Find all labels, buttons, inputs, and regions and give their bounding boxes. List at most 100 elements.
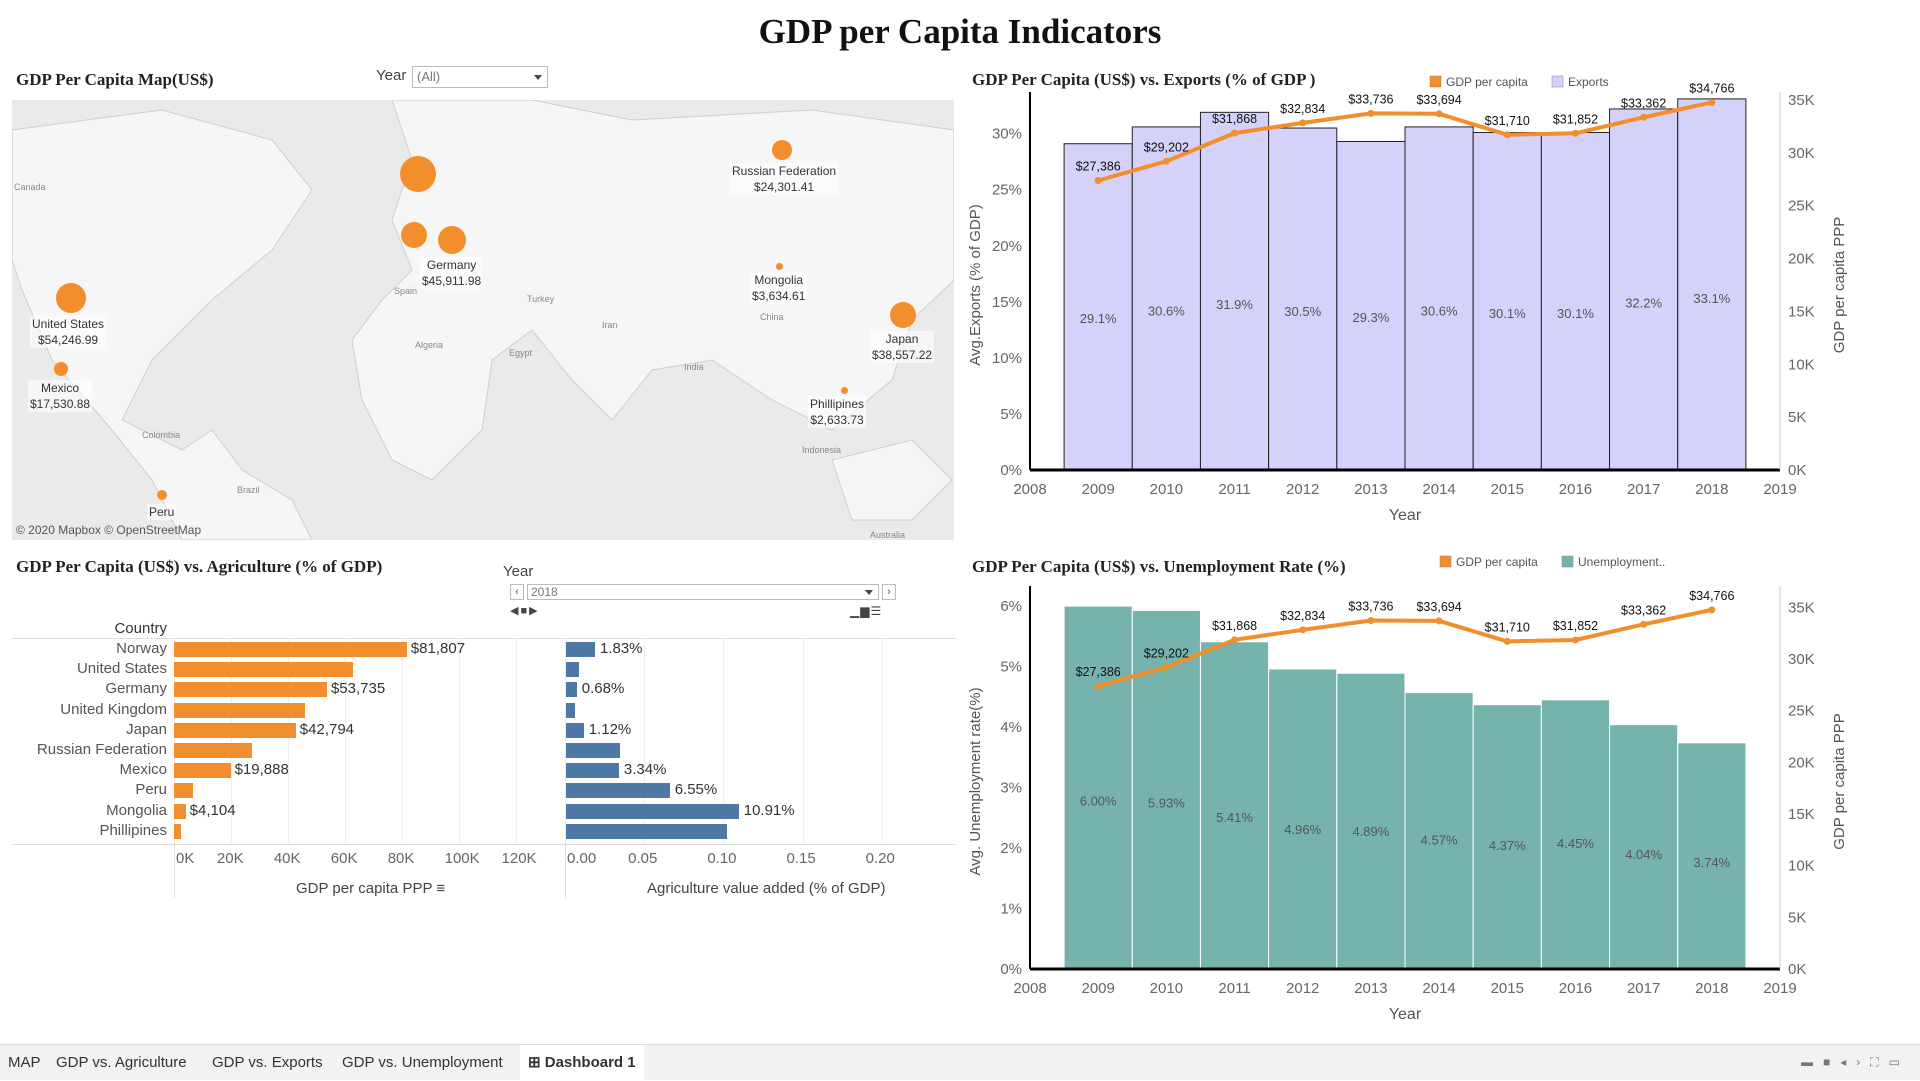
- agri-year-select[interactable]: 2018: [527, 584, 879, 600]
- gdp-bar[interactable]: [174, 743, 253, 758]
- bar-label-2016: 30.1%: [1557, 306, 1594, 321]
- gdp-bar[interactable]: [174, 682, 327, 698]
- map-dot-phillipines[interactable]: [841, 387, 848, 394]
- x-tick-label: 2016: [1559, 481, 1592, 498]
- gdp-point-2014: [1435, 617, 1443, 625]
- map-dot-peru[interactable]: [157, 490, 167, 500]
- gdp-point-label-2011: $31,868: [1212, 112, 1257, 126]
- gdp-point-label-2018: $34,766: [1689, 589, 1734, 603]
- exports-chart-title: GDP Per Capita (US$) vs. Exports (% of G…: [972, 70, 1316, 89]
- map-dot-germany[interactable]: [438, 226, 466, 254]
- tab-gdp-agriculture[interactable]: GDP vs. Agriculture: [56, 1054, 187, 1071]
- region-label-turkey: Turkey: [527, 294, 555, 304]
- y2-axis-title: GDP per capita PPP: [1831, 713, 1848, 849]
- bar-label-2012: 4.96%: [1284, 822, 1321, 837]
- gdp-bar[interactable]: [174, 823, 182, 839]
- chevron-left-icon[interactable]: ‹: [510, 584, 524, 600]
- map-dot-mexico[interactable]: [54, 362, 68, 376]
- agri-bar[interactable]: [566, 783, 670, 799]
- x-tick-label: 2019: [1763, 481, 1796, 498]
- x-tick-label: 2016: [1559, 980, 1592, 997]
- agri-bar[interactable]: [566, 803, 739, 819]
- agri-bar[interactable]: [566, 702, 575, 718]
- legend-label-bar: Exports: [1568, 75, 1609, 89]
- speed-icon[interactable]: ▁▆☰: [850, 604, 883, 618]
- bar-2018: [1677, 98, 1747, 471]
- gdp-point-label-2014: $33,694: [1416, 93, 1461, 107]
- gdp-gridline: [458, 638, 460, 843]
- gdp-point-2012: [1299, 119, 1307, 127]
- y-tick-label: 3%: [1000, 780, 1022, 797]
- y-tick-label: 4%: [1000, 719, 1022, 736]
- agri-bar[interactable]: [566, 642, 595, 657]
- agri-year-slider[interactable]: ‹ 2018 › ◀■▶ ▁▆☰: [510, 582, 900, 622]
- gdp-bar[interactable]: [174, 763, 231, 779]
- gdp-tick-label: 120K: [501, 850, 537, 867]
- map-dot-norway[interactable]: [400, 156, 436, 192]
- gdp-point-2009: [1094, 682, 1102, 690]
- country-label: United States: [76, 660, 167, 678]
- chevron-right-icon[interactable]: ›: [882, 584, 896, 600]
- chevron-down-icon: [534, 75, 542, 80]
- y-tick-label: 0%: [1000, 961, 1022, 978]
- tab-gdp-exports[interactable]: GDP vs. Exports: [212, 1054, 323, 1071]
- gdp-bar[interactable]: [174, 702, 305, 718]
- playback-controls[interactable]: ◀■▶: [510, 605, 540, 617]
- agri-bar[interactable]: [566, 763, 619, 779]
- y2-tick-label: 5K: [1788, 409, 1806, 426]
- bar-2011: [1199, 641, 1270, 970]
- gdp-bar[interactable]: [174, 783, 194, 799]
- gdp-bar[interactable]: [174, 722, 296, 738]
- bar-2014: [1404, 692, 1474, 970]
- map-dot-mongolia[interactable]: [776, 263, 783, 270]
- x-tick-label: 2014: [1422, 481, 1455, 498]
- gdp-line: [1097, 607, 1713, 689]
- x-tick-label: 2019: [1763, 980, 1796, 997]
- map-label-japan: Japan $38,557.22: [870, 331, 935, 363]
- gdp-point-label-2015: $31,710: [1485, 620, 1530, 634]
- agri-gridline: [723, 638, 725, 843]
- y2-tick-label: 25K: [1788, 198, 1815, 215]
- y2-tick-label: 35K: [1788, 599, 1815, 616]
- gdp-axis-title: GDP per capita PPP ≡: [296, 880, 446, 897]
- tab-map[interactable]: MAP: [8, 1054, 41, 1071]
- agri-bar[interactable]: [566, 722, 584, 738]
- map-dot-russia[interactable]: [772, 140, 792, 160]
- y-tick-label: 25%: [992, 182, 1022, 199]
- tab-dashboard-1[interactable]: ⊞ Dashboard 1: [520, 1045, 644, 1081]
- gdp-bar[interactable]: [174, 642, 407, 657]
- agri-gridline: [565, 638, 566, 843]
- legend-swatch-gdp: [1429, 75, 1442, 88]
- bar-2016: [1540, 699, 1611, 970]
- map-dot-japan[interactable]: [890, 302, 916, 328]
- map-dot-united-states[interactable]: [56, 283, 86, 313]
- gdp-gridline: [515, 638, 517, 843]
- bar-label-2009: 29.1%: [1080, 311, 1117, 326]
- bar-label-2012: 30.5%: [1284, 304, 1321, 319]
- map-year-filter-select[interactable]: (All): [412, 66, 548, 88]
- dashboard-icon: ⊞: [528, 1054, 545, 1071]
- bar-label-2013: 4.89%: [1352, 824, 1389, 839]
- y-tick-label: 15%: [992, 294, 1022, 311]
- bar-2013: [1336, 672, 1406, 970]
- world-map[interactable]: Canada Spain Turkey Iran Algeria Egypt I…: [12, 100, 954, 540]
- agri-bar[interactable]: [566, 682, 577, 698]
- gdp-gridline: [174, 638, 175, 843]
- gdp-point-2016: [1571, 129, 1579, 137]
- gdp-tick-label: 80K: [387, 850, 415, 867]
- agri-tick-label: 0.05: [628, 850, 658, 867]
- agri-gridline: [802, 638, 804, 843]
- gdp-bar[interactable]: [174, 662, 353, 678]
- map-dot-united-kingdom[interactable]: [401, 222, 427, 248]
- agri-bar[interactable]: [566, 823, 727, 839]
- view-controls[interactable]: ▬■◂›⛶▭: [1800, 1055, 1910, 1069]
- tab-gdp-unemployment[interactable]: GDP vs. Unemployment: [342, 1054, 503, 1071]
- gdp-point-2017: [1640, 113, 1648, 121]
- gdp-bar[interactable]: [174, 803, 186, 819]
- y2-tick-label: 10K: [1788, 356, 1815, 373]
- gdp-point-label-2014: $33,694: [1416, 600, 1461, 614]
- agri-bar[interactable]: [566, 662, 580, 678]
- sort-icon[interactable]: ≡: [432, 880, 446, 897]
- agri-bar[interactable]: [566, 743, 620, 758]
- country-label: Peru: [135, 781, 167, 799]
